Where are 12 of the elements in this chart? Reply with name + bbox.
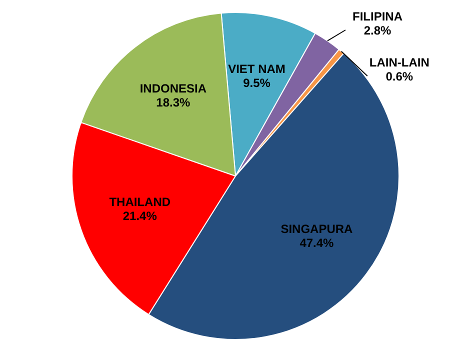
slice-label: INDONESIA	[140, 81, 207, 96]
slice-label: THAILAND	[109, 194, 171, 209]
data-label: 18.3%	[156, 95, 191, 110]
slice-label: FILIPINA	[352, 9, 403, 24]
data-label: 0.6%	[386, 69, 414, 84]
data-label: 9.5%	[243, 76, 271, 90]
slice-label: SINGAPURA	[280, 222, 354, 236]
data-label: 47.4%	[300, 236, 334, 250]
slice-label: VIET NAM	[228, 62, 286, 76]
slice-label: LAIN-LAIN	[369, 55, 430, 70]
data-label: 2.8%	[364, 23, 392, 38]
data-label: 21.4%	[122, 208, 158, 223]
